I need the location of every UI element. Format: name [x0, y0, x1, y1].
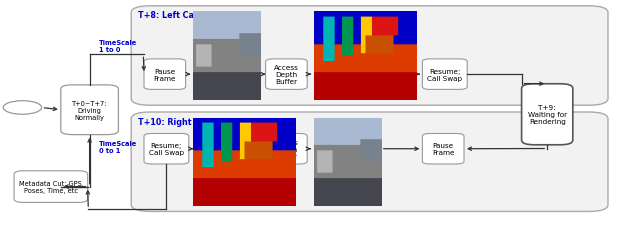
Text: Access
Depth
Buffer: Access Depth Buffer — [274, 65, 299, 85]
Text: T+8: Left Camera: T+8: Left Camera — [138, 11, 217, 20]
FancyBboxPatch shape — [266, 60, 307, 90]
FancyBboxPatch shape — [144, 60, 186, 90]
Circle shape — [3, 101, 42, 115]
Text: Pause
Frame: Pause Frame — [154, 68, 176, 81]
Text: Metadata Cut: GPS,
Poses, Time, etc: Metadata Cut: GPS, Poses, Time, etc — [19, 180, 83, 193]
Text: T+10: Right Camera: T+10: Right Camera — [138, 117, 228, 126]
FancyBboxPatch shape — [131, 112, 608, 212]
Text: T+0~T+7:
Driving
Normally: T+0~T+7: Driving Normally — [72, 100, 108, 120]
Text: Start: Start — [14, 105, 31, 111]
FancyBboxPatch shape — [522, 84, 573, 145]
FancyBboxPatch shape — [61, 86, 118, 135]
Text: T+9:
Waiting for
Rendering: T+9: Waiting for Rendering — [527, 105, 567, 125]
FancyBboxPatch shape — [14, 171, 88, 202]
Text: Resume;
Call Swap: Resume; Call Swap — [149, 143, 184, 155]
FancyBboxPatch shape — [422, 134, 464, 164]
Text: TimeScale
0 to 1: TimeScale 0 to 1 — [99, 141, 138, 154]
Text: Resume;
Call Swap: Resume; Call Swap — [428, 68, 462, 81]
FancyBboxPatch shape — [266, 134, 307, 164]
Text: TimeScale
1 to 0: TimeScale 1 to 0 — [99, 40, 138, 53]
FancyBboxPatch shape — [422, 60, 467, 90]
Text: Pause
Frame: Pause Frame — [432, 143, 454, 155]
Text: Access
Depth
Buffer: Access Depth Buffer — [274, 139, 299, 159]
FancyBboxPatch shape — [144, 134, 189, 164]
FancyBboxPatch shape — [131, 7, 608, 106]
